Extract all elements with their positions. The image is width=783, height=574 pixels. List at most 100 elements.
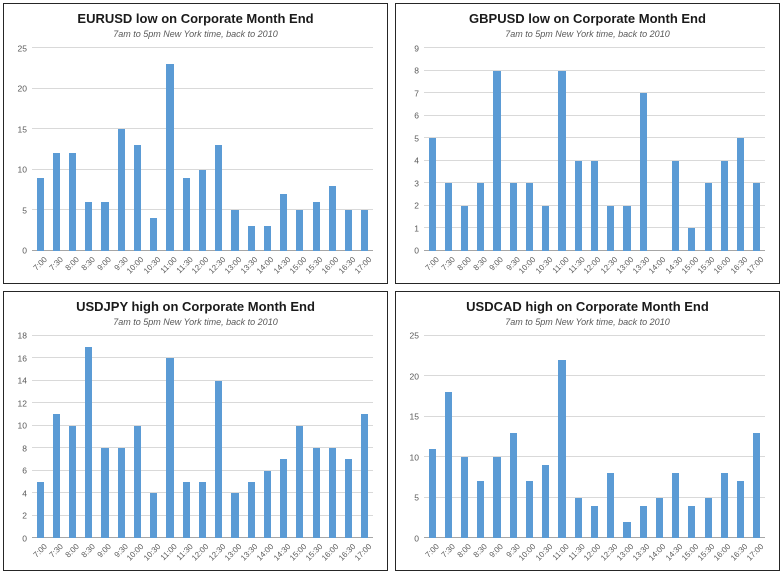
bar-10:00 <box>525 481 534 538</box>
bar-7:00 <box>428 138 436 251</box>
bar-8:30 <box>85 346 93 538</box>
gridline <box>32 357 373 358</box>
bar-slot <box>97 48 113 251</box>
bar-slot <box>570 48 586 251</box>
bar-slot <box>357 48 373 251</box>
x-axis: 7:00 7:30 8:00 8:30 9:00 9:30 10:00 10:30 11:00 1… <box>423 251 765 283</box>
x-tick: 8:00 <box>64 538 81 570</box>
bar-slot <box>505 48 521 251</box>
y-tick-label: 15 <box>17 123 27 134</box>
bar-slot <box>211 336 227 538</box>
y-tick-label: 7 <box>414 87 419 98</box>
bar-slot <box>308 336 324 538</box>
bar-17:00 <box>361 210 369 251</box>
x-tick-label: 7:00 <box>423 254 441 272</box>
bar-11:00 <box>166 64 174 251</box>
bar-series <box>32 48 373 251</box>
bar-8:00 <box>69 425 77 538</box>
bar-slot <box>259 48 275 251</box>
bar-14:00 <box>263 470 271 538</box>
x-tick: 9:00 <box>488 251 505 283</box>
bar-slot <box>162 48 178 251</box>
bar-15:00 <box>688 505 696 538</box>
x-tick-label: 7:00 <box>31 542 49 560</box>
chart-subtitle: 7am to 5pm New York time, back to 2010 <box>113 29 278 39</box>
x-tick: 7:30 <box>439 251 456 283</box>
bar-slot <box>308 48 324 251</box>
bar-14:30 <box>280 459 288 538</box>
y-tick-label: 18 <box>17 330 27 341</box>
bar-9:30 <box>117 448 125 538</box>
bar-8:30 <box>85 201 93 251</box>
bar-slot <box>129 336 145 538</box>
x-tick: 8:30 <box>472 251 489 283</box>
bar-slot <box>81 48 97 251</box>
bar-slot <box>48 336 64 538</box>
bar-12:30 <box>215 380 223 538</box>
bar-10:00 <box>133 145 142 251</box>
bar-14:30 <box>280 193 288 251</box>
bar-16:30 <box>345 210 353 251</box>
bar-slot <box>700 48 716 251</box>
bar-slot <box>292 336 308 538</box>
chart-title: USDJPY high on Corporate Month End <box>76 298 315 314</box>
bar-13:00 <box>623 205 631 251</box>
x-tick-label: 11:00 <box>550 254 571 275</box>
plot-wrap: 7:00 7:30 8:00 8:30 9:00 9:30 10:00 10:30 11:00 1… <box>31 334 373 571</box>
x-tick: 7:30 <box>47 251 65 283</box>
bar-slot <box>211 48 227 251</box>
bar-slot <box>259 336 275 538</box>
x-tick: 7:00 <box>31 251 48 283</box>
bar-17:00 <box>361 414 369 538</box>
x-tick: 8:30 <box>80 251 97 283</box>
chart-body: 0 5 10 15 20 25 7:00 7:30 8:00 8:30 9:00 9:30 10:00… <box>4 39 387 283</box>
bar-10:30 <box>150 493 158 538</box>
bar-12:30 <box>215 145 223 251</box>
bar-slot <box>424 48 440 251</box>
bar-slot <box>32 336 48 538</box>
x-tick-label: 11:00 <box>158 542 179 563</box>
bar-13:30 <box>639 505 647 538</box>
bar-slot <box>440 336 456 538</box>
y-tick-label: 2 <box>22 510 27 521</box>
bar-13:00 <box>231 210 239 251</box>
bar-slot <box>473 336 489 538</box>
bar-12:00 <box>198 169 207 251</box>
gridline <box>424 456 765 457</box>
bar-slot <box>162 336 178 538</box>
y-tick-label: 2 <box>414 200 419 211</box>
x-axis: 7:00 7:30 8:00 8:30 9:00 9:30 10:00 10:30 11:00 1… <box>31 251 373 283</box>
x-tick-label: 9:00 <box>488 542 506 560</box>
y-tick-label: 8 <box>22 442 27 453</box>
bar-16:30 <box>737 138 745 251</box>
bar-slot <box>64 48 80 251</box>
bar-11:30 <box>574 497 582 538</box>
bar-slot <box>32 48 48 251</box>
bar-slot <box>129 48 145 251</box>
bar-slot <box>48 48 64 251</box>
bar-slot <box>651 48 667 251</box>
bar-16:30 <box>345 459 353 538</box>
gridline <box>32 402 373 404</box>
bar-7:00 <box>36 177 44 251</box>
gridline <box>424 114 765 116</box>
bar-13:00 <box>231 493 239 538</box>
bar-9:30 <box>509 432 517 538</box>
chart-subtitle: 7am to 5pm New York time, back to 2010 <box>505 316 670 327</box>
x-tick-label: 7:30 <box>47 542 65 560</box>
bar-12:30 <box>607 205 615 251</box>
bar-10:30 <box>542 465 550 538</box>
y-tick-label: 0 <box>414 532 419 543</box>
bar-12:30 <box>607 473 615 538</box>
bar-16:00 <box>720 160 728 251</box>
bar-slot <box>243 48 259 251</box>
bar-11:00 <box>166 358 174 538</box>
y-tick-label: 25 <box>17 42 27 53</box>
bar-series <box>424 336 765 538</box>
x-tick: 7:00 <box>423 251 441 283</box>
plot-area <box>424 334 765 538</box>
x-tick-label: 7:30 <box>47 254 65 272</box>
plot-wrap: 7:00 7:30 8:00 8:30 9:00 9:30 10:00 10:30 11:00 1… <box>31 47 373 283</box>
x-axis: 7:00 7:30 8:00 8:30 9:00 9:30 10:00 10:30 11:00 1… <box>31 538 373 570</box>
x-tick: 7:00 <box>423 538 440 570</box>
